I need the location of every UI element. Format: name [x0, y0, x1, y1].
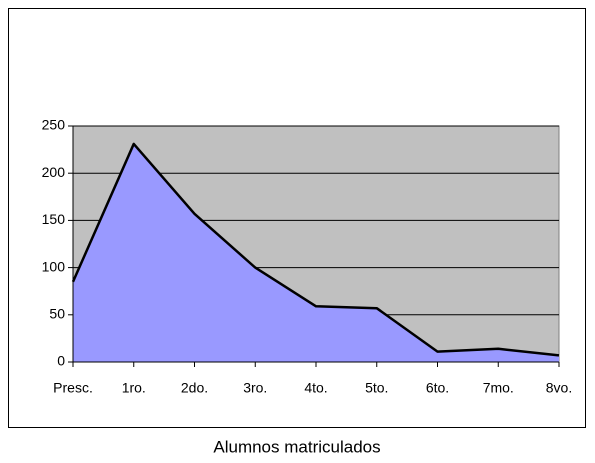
- x-tick-label: Presc.: [53, 380, 93, 396]
- area: [73, 143, 559, 362]
- x-tick-label: 6to.: [426, 380, 449, 396]
- x-tick-label: 1ro.: [122, 380, 146, 396]
- chart-title: Alumnos matriculados: [213, 437, 380, 456]
- y-tick-label: 50: [49, 306, 65, 322]
- x-tick-label: 7mo.: [483, 380, 514, 396]
- y-tick-label: 100: [42, 258, 66, 274]
- x-tick-label: 5to.: [365, 380, 388, 396]
- x-tick-label: 4to.: [304, 380, 327, 396]
- x-tick-label: 3ro.: [243, 380, 267, 396]
- y-tick-label: 250: [42, 117, 66, 133]
- y-tick-label: 150: [42, 211, 66, 227]
- x-tick-label: 8vo.: [546, 380, 572, 396]
- line: [71, 142, 560, 357]
- x-tick-label: 2do.: [181, 380, 208, 396]
- y-tick-label: 0: [57, 353, 65, 369]
- y-tick-label: 200: [42, 164, 66, 180]
